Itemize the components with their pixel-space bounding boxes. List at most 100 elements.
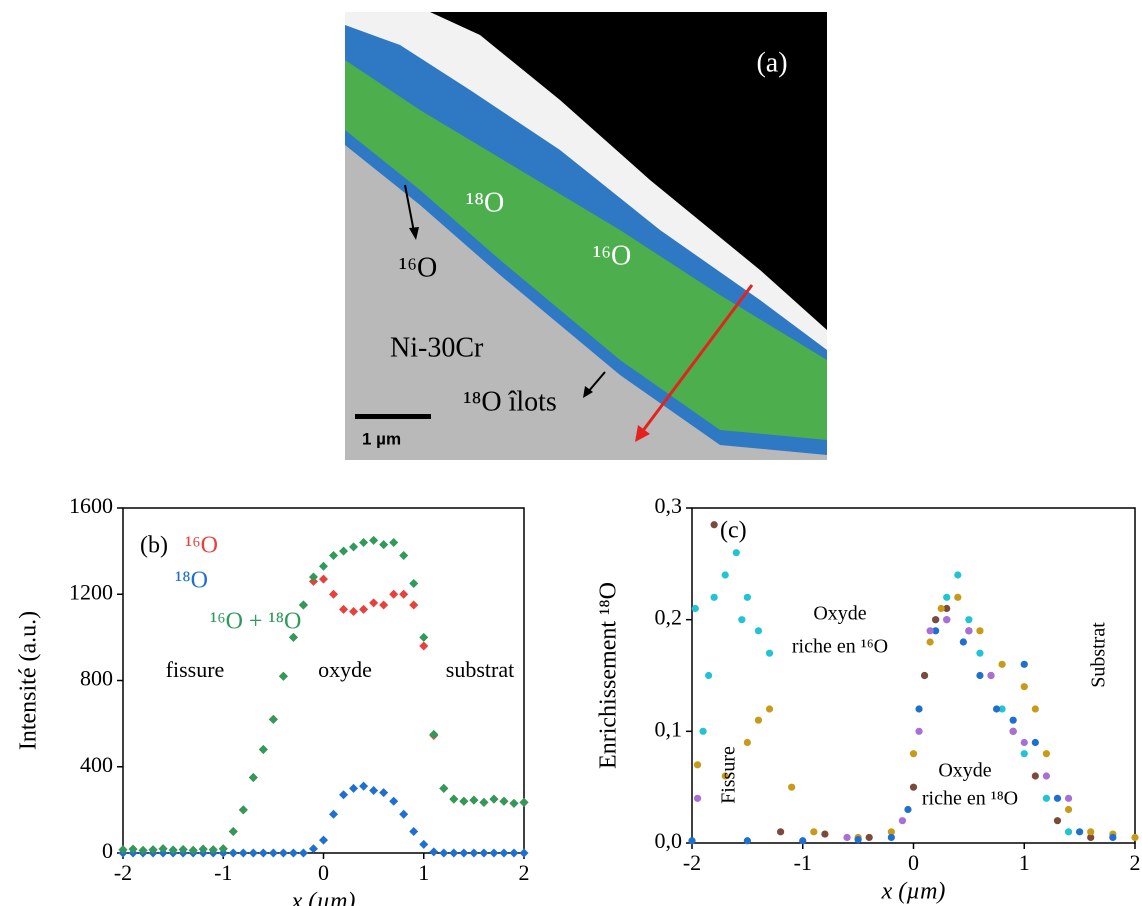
point bbox=[329, 589, 339, 599]
point bbox=[339, 546, 349, 556]
point bbox=[369, 535, 379, 545]
y-axis-title: Intensité (a.u.) bbox=[16, 611, 42, 750]
arrow-head bbox=[635, 425, 650, 442]
point bbox=[937, 604, 945, 613]
point bbox=[469, 795, 479, 805]
point bbox=[399, 589, 409, 599]
arrow-head bbox=[409, 227, 419, 240]
point bbox=[765, 705, 774, 713]
point bbox=[1020, 683, 1028, 691]
point bbox=[1076, 828, 1084, 836]
point bbox=[721, 571, 729, 579]
point bbox=[1031, 705, 1039, 713]
point bbox=[148, 845, 158, 855]
point bbox=[389, 538, 399, 547]
point bbox=[278, 848, 288, 858]
point bbox=[1087, 828, 1095, 836]
point bbox=[298, 600, 308, 610]
point bbox=[992, 705, 1001, 713]
point bbox=[499, 848, 509, 858]
point bbox=[489, 848, 499, 858]
panel-label: (b) bbox=[140, 533, 168, 559]
point bbox=[248, 773, 258, 783]
point bbox=[943, 593, 951, 601]
point bbox=[1064, 794, 1073, 802]
scale-bar bbox=[355, 414, 431, 419]
annotation: riche en ¹⁸O bbox=[922, 788, 1018, 810]
point bbox=[258, 745, 268, 754]
point bbox=[319, 561, 328, 571]
point bbox=[208, 845, 218, 855]
point bbox=[909, 750, 918, 758]
point bbox=[959, 638, 967, 646]
panel-a: 1 µm (a) ¹⁸O ¹⁶O ¹⁶O Ni-30Cr ¹⁸O îlots bbox=[345, 12, 827, 460]
point bbox=[693, 761, 702, 769]
point bbox=[1087, 833, 1095, 842]
point bbox=[439, 848, 449, 858]
point bbox=[349, 783, 359, 793]
point bbox=[359, 781, 369, 791]
point bbox=[319, 835, 328, 845]
y-tick-label: 0,2 bbox=[655, 605, 683, 630]
point bbox=[1020, 738, 1028, 747]
point bbox=[854, 836, 862, 844]
point bbox=[178, 845, 188, 855]
point bbox=[399, 550, 409, 560]
point bbox=[379, 600, 389, 610]
point bbox=[1042, 772, 1050, 780]
point bbox=[898, 817, 907, 825]
point bbox=[1020, 660, 1028, 668]
point bbox=[238, 848, 248, 858]
point bbox=[920, 671, 929, 680]
point bbox=[248, 848, 258, 858]
point bbox=[788, 783, 796, 791]
point bbox=[754, 627, 763, 635]
annotation: Fissure bbox=[718, 746, 740, 804]
legend-label: ¹⁶O bbox=[185, 533, 218, 559]
x-tick-label: 0 bbox=[908, 850, 919, 875]
point bbox=[319, 574, 328, 584]
label: ¹⁶O bbox=[399, 252, 437, 283]
point bbox=[268, 714, 278, 724]
y-tick-label: 0 bbox=[102, 838, 113, 863]
point bbox=[409, 826, 419, 836]
pointer-arrow bbox=[404, 184, 415, 233]
arrow-head bbox=[583, 386, 593, 398]
point bbox=[810, 828, 818, 836]
point bbox=[998, 705, 1006, 713]
scale-label: 1 µm bbox=[362, 429, 401, 448]
legend-label: ¹⁸O bbox=[175, 568, 208, 594]
point bbox=[138, 845, 148, 855]
panel-label: (a) bbox=[756, 47, 787, 78]
point bbox=[710, 593, 718, 601]
point bbox=[777, 828, 785, 836]
point bbox=[429, 729, 439, 739]
x-tick-label: 2 bbox=[519, 860, 530, 885]
point bbox=[168, 845, 178, 855]
point bbox=[1020, 750, 1028, 758]
annotation: oxyde bbox=[318, 657, 372, 682]
point bbox=[743, 738, 751, 747]
point bbox=[449, 794, 459, 804]
point bbox=[459, 848, 469, 858]
point bbox=[932, 616, 940, 624]
point bbox=[308, 844, 318, 854]
label: ¹⁸O bbox=[466, 187, 504, 218]
point bbox=[459, 796, 469, 806]
point bbox=[710, 521, 718, 529]
point bbox=[976, 649, 984, 657]
point bbox=[288, 848, 298, 858]
point bbox=[688, 837, 696, 845]
point bbox=[732, 549, 740, 557]
x-tick-label: 2 bbox=[1130, 850, 1141, 875]
point bbox=[887, 833, 895, 842]
annotation: riche en ¹⁶O bbox=[792, 636, 888, 658]
x-axis-title: x (µm) bbox=[291, 889, 356, 906]
point bbox=[699, 727, 707, 735]
point bbox=[479, 797, 489, 807]
point bbox=[479, 848, 489, 858]
y-tick-label: 0,3 bbox=[655, 493, 683, 518]
point bbox=[339, 604, 349, 614]
point bbox=[954, 571, 962, 579]
